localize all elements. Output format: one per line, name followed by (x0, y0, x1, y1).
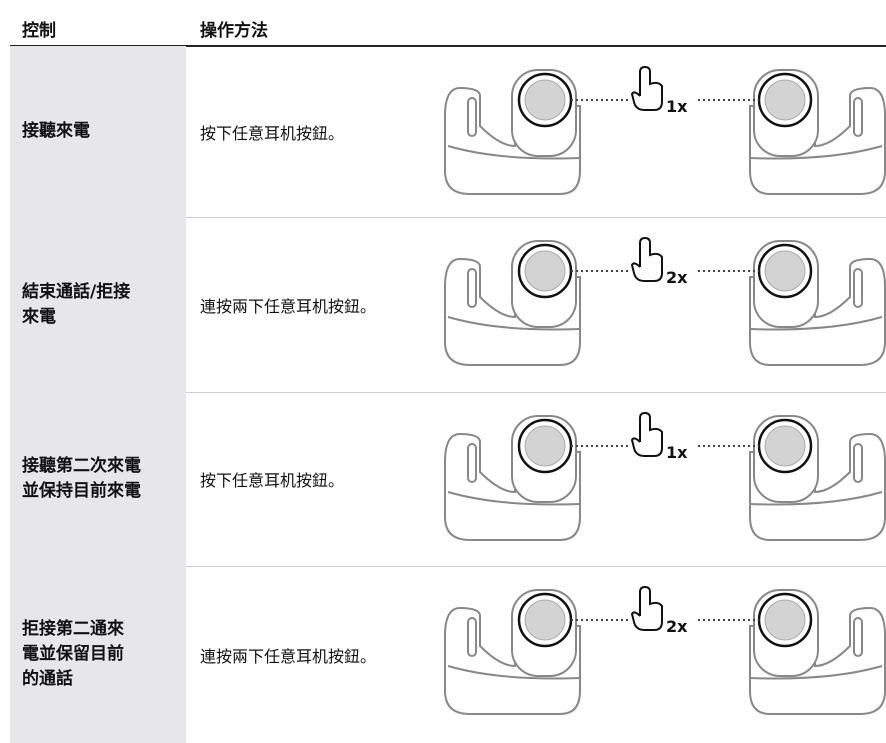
control-cell: 拒接第二通來 電並保留目前 的通話 (10, 566, 186, 743)
method-cell: 連按兩下任意耳机按鈕。 (200, 217, 376, 392)
control-line: 接聽第二次來電 (22, 456, 141, 476)
header-cell: 操作方法 (200, 21, 268, 41)
table-row: 拒接第二通來 電並保留目前 的通話 連按兩下任意耳机按鈕。 2x (10, 566, 886, 743)
earbud-illustration: 1x (444, 66, 886, 195)
table-row: 結束通話/拒接 來電 連按兩下任意耳机按鈕。 2x (10, 217, 886, 393)
method-text: 連按兩下任意耳机按鈕。 (200, 296, 377, 316)
table-row: 接聽來電 按下任意耳机按鈕。 1x (10, 46, 886, 218)
earbud-illustration: 1x (444, 412, 886, 541)
header-cell: 控制 (22, 21, 56, 41)
earbud-illustration: 2x (444, 586, 886, 715)
control-line: 電並保留目前 (22, 644, 124, 664)
method-text: 連按兩下任意耳机按鈕。 (200, 646, 377, 666)
method-cell: 按下任意耳机按鈕。 (200, 46, 344, 217)
control-line: 拒接第二通來 (22, 619, 124, 639)
method-text: 按下任意耳机按鈕。 (200, 471, 345, 490)
control-line: 並保持目前來電 (22, 481, 141, 501)
header-rule (10, 45, 886, 47)
control-line: 結束通話/拒接 (22, 281, 131, 302)
method-text: 按下任意耳机按鈕。 (200, 123, 345, 143)
press-count: 2x (666, 617, 688, 636)
earbud-illustration: 2x (444, 237, 886, 366)
control-line: 接聽來電 (22, 121, 90, 141)
press-count: 1x (666, 97, 688, 116)
control-cell: 接聽來電 (10, 46, 186, 217)
method-cell: 連按兩下任意耳机按鈕。 (200, 566, 376, 743)
press-count: 1x (666, 443, 688, 462)
press-count: 2x (666, 268, 688, 287)
table-row: 接聽第二次來電 並保持目前來電 按下任意耳机按鈕。 1x (10, 392, 886, 567)
control-cell: 接聽第二次來電 並保持目前來電 (10, 392, 186, 566)
control-cell: 結束通話/拒接 來電 (10, 217, 186, 392)
control-line: 的通話 (22, 669, 73, 689)
method-cell: 按下任意耳机按鈕。 (200, 392, 344, 566)
control-line: 來電 (22, 306, 56, 327)
